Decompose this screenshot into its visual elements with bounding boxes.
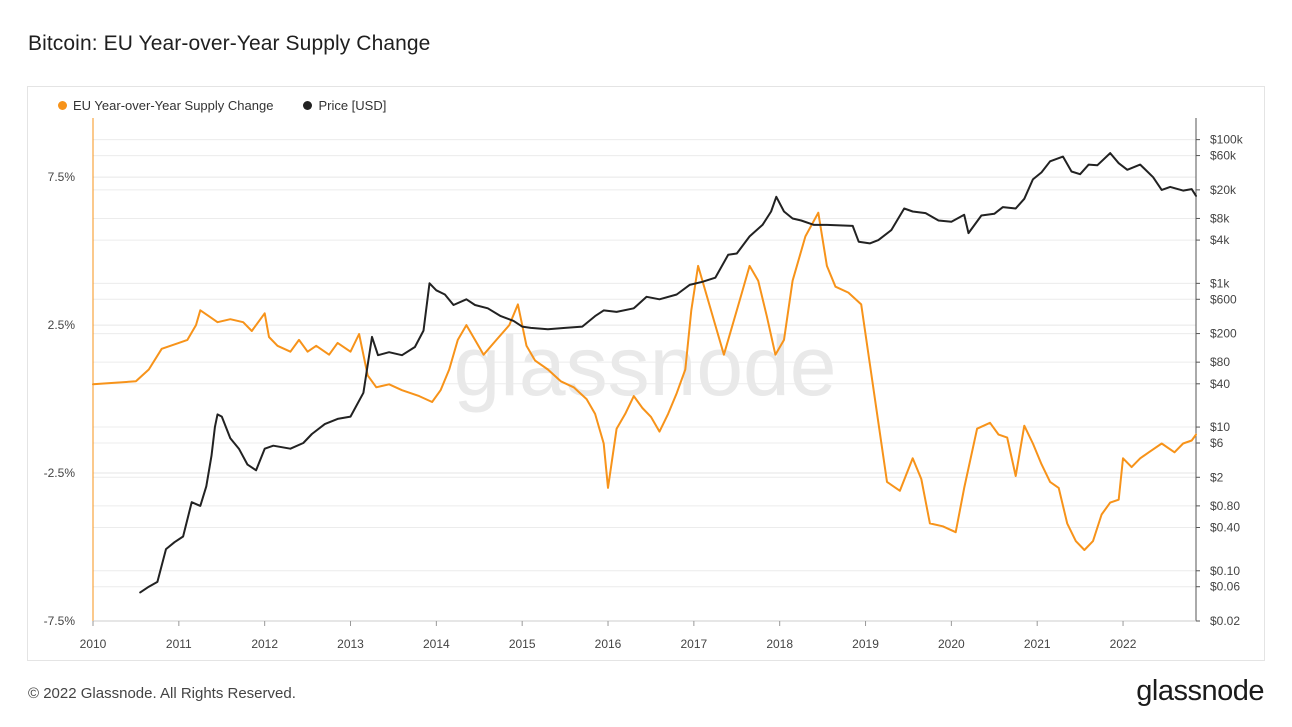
x-tick-label: 2021 <box>1024 637 1051 651</box>
y-right-tick-label: $4k <box>1210 233 1230 247</box>
legend-marker-price <box>303 101 313 110</box>
footer-copyright: © 2022 Glassnode. All Rights Reserved. <box>28 685 296 702</box>
legend: EU Year-over-Year Supply Change Price [U… <box>58 98 416 113</box>
series-line-supply-change <box>92 211 1197 551</box>
y-right-tick-label: $80 <box>1210 355 1230 369</box>
y-right-tick-label: $20k <box>1210 183 1237 197</box>
x-tick-label: 2010 <box>80 637 107 651</box>
x-tick-label: 2011 <box>166 637 192 651</box>
x-tick-label: 2013 <box>337 637 364 651</box>
y-right-tick-label: $200 <box>1210 327 1237 341</box>
y-left-tick-label: 2.5% <box>48 318 76 332</box>
legend-label-supply: EU Year-over-Year Supply Change <box>73 98 274 113</box>
x-tick-label: 2015 <box>509 637 536 651</box>
x-tick-label: 2018 <box>766 637 793 651</box>
chart-frame <box>27 86 1265 661</box>
y-right-tick-label: $40 <box>1210 377 1230 391</box>
watermark: glassnode <box>454 319 837 413</box>
series-layer <box>92 152 1197 594</box>
y-right-tick-label: $0.02 <box>1210 614 1240 628</box>
y-right-tick-label: $60k <box>1210 149 1237 163</box>
y-right-tick-label: $2 <box>1210 470 1224 484</box>
x-tick-label: 2014 <box>423 637 450 651</box>
y-right-tick-label: $0.80 <box>1210 499 1240 513</box>
x-tick-label: 2019 <box>852 637 879 651</box>
legend-item-price[interactable]: Price [USD] <box>303 98 386 113</box>
x-tick-label: 2020 <box>938 637 965 651</box>
series-line-price <box>139 152 1197 594</box>
y-left-tick-label: -7.5% <box>44 614 76 628</box>
y-right-tick-label: $8k <box>1210 211 1230 225</box>
y-right-tick-label: $6 <box>1210 436 1224 450</box>
legend-marker-supply <box>58 101 67 110</box>
y-right-tick-label: $0.10 <box>1210 564 1240 578</box>
y-right-tick-label: $1k <box>1210 276 1230 290</box>
legend-item-supply-change[interactable]: EU Year-over-Year Supply Change <box>58 98 273 113</box>
y-right-tick-label: $10 <box>1210 420 1230 434</box>
y-right-tick-label: $0.40 <box>1210 521 1240 535</box>
y-left-tick-label: 7.5% <box>48 170 76 184</box>
x-tick-label: 2017 <box>681 637 708 651</box>
x-tick-label: 2012 <box>251 637 278 651</box>
y-right-tick-label: $0.06 <box>1210 580 1240 594</box>
legend-label-price: Price [USD] <box>318 98 387 113</box>
y-left-tick-label: -2.5% <box>44 466 76 480</box>
axis-layer: 7.5% 2.5% -2.5% -7.5% $100k $60k $20k $8k $4k $1k… <box>44 118 1244 651</box>
x-tick-label: 2022 <box>1110 637 1137 651</box>
y-right-tick-label: $600 <box>1210 292 1237 306</box>
page-title: Bitcoin: EU Year-over-Year Supply Change <box>28 32 431 55</box>
footer-logo: glassnode <box>1136 675 1264 707</box>
y-right-tick-label: $100k <box>1210 133 1244 147</box>
x-tick-label: 2016 <box>595 637 622 651</box>
